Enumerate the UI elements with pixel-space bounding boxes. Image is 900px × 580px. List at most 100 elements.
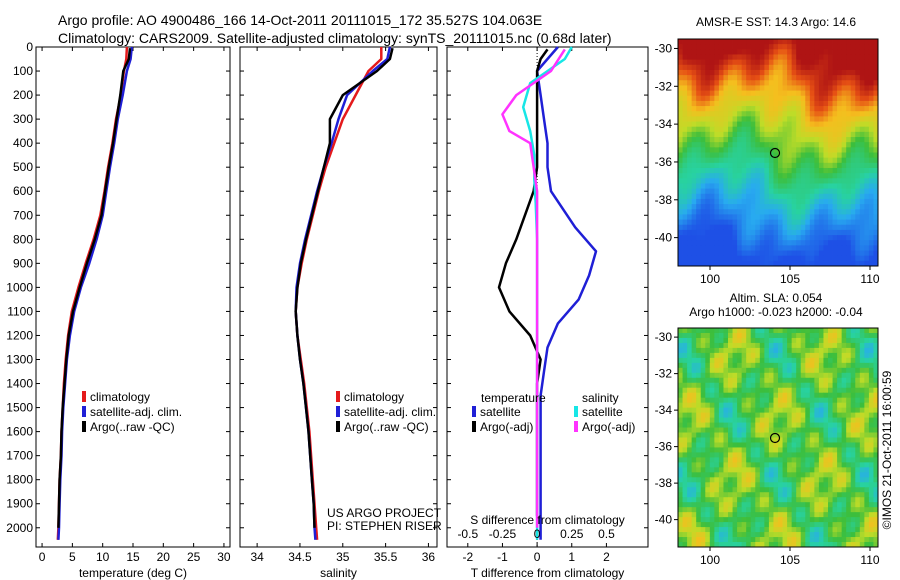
map-cell: [691, 477, 697, 483]
map-cell: [796, 382, 802, 389]
legend-label: satellite: [480, 405, 521, 419]
map-cell: [714, 131, 720, 138]
map-cell: [864, 100, 870, 107]
map-cell: [778, 367, 783, 374]
map-cell: [691, 219, 697, 226]
map-cell: [687, 492, 693, 498]
map-cell: [678, 209, 683, 215]
map-cell: [832, 447, 838, 453]
map-cell: [868, 522, 874, 528]
map-cell: [828, 90, 833, 97]
map-cell: [723, 442, 729, 448]
map-cell: [796, 472, 802, 478]
map-cell: [678, 392, 683, 399]
map-cell: [696, 64, 702, 71]
map-cell: [778, 497, 783, 503]
map-cell: [723, 382, 729, 389]
map-cell: [768, 49, 774, 55]
map-cell: [850, 245, 856, 251]
map-cell: [805, 372, 811, 379]
map-cell: [855, 487, 861, 493]
map-cell: [705, 162, 711, 169]
map-cell: [818, 328, 824, 334]
map-cell: [732, 352, 738, 359]
map-cell: [805, 152, 811, 159]
map-cell: [682, 59, 688, 66]
map-cell: [809, 537, 815, 543]
map-cell: [768, 472, 774, 478]
map-cell: [809, 417, 815, 423]
map-cell: [809, 214, 815, 220]
map-cell: [714, 100, 720, 107]
map-cell: [868, 116, 874, 122]
map-cell: [796, 467, 802, 473]
map-cell: [818, 162, 824, 169]
map-cell: [846, 255, 852, 262]
map-cell: [741, 542, 747, 548]
map-cell: [846, 162, 852, 169]
map-cell: [696, 527, 702, 533]
map-cell: [796, 517, 802, 523]
map-cell: [782, 100, 788, 107]
map-cell: [737, 137, 743, 143]
map-cell: [700, 90, 706, 97]
map-cell: [800, 198, 806, 205]
map-cell: [814, 362, 820, 369]
x-axis-label: salinity: [320, 566, 357, 580]
map-cell: [841, 522, 847, 528]
map-cell: [755, 382, 761, 389]
map-cell: [800, 75, 806, 81]
map-cell: [832, 178, 838, 184]
map-cell: [691, 235, 697, 241]
map-cell: [687, 131, 693, 138]
map-cell: [823, 507, 829, 513]
map-cell: [805, 472, 811, 478]
map-cell: [723, 377, 729, 384]
map-cell: [778, 427, 783, 433]
map-cell: [782, 512, 788, 518]
map-cell: [732, 235, 738, 241]
map-cell: [859, 537, 865, 543]
difference-frame: [446, 46, 649, 548]
map-cell: [741, 106, 747, 112]
map-cell: [796, 90, 802, 97]
map-cell: [746, 214, 752, 220]
x-axis-label: temperature (deg C): [79, 566, 187, 580]
map-cell: [714, 39, 720, 45]
map-cell: [778, 437, 783, 443]
map-cell: [718, 492, 724, 498]
map-cell: [678, 507, 683, 513]
map-cell: [868, 167, 874, 174]
map-cell: [709, 219, 715, 226]
map-cell: [678, 328, 683, 334]
map-cell: [768, 219, 774, 226]
panel-difference: [446, 46, 649, 548]
map-cell: [800, 522, 806, 528]
map-cell: [678, 90, 683, 97]
map-cell: [805, 250, 811, 257]
map-cell: [818, 422, 824, 428]
map-cell: [746, 64, 752, 71]
map-cell: [828, 337, 833, 344]
map-cell: [791, 497, 797, 503]
map-cell: [746, 447, 752, 453]
map-cell: [809, 178, 815, 184]
map-cell: [796, 193, 802, 200]
legend-swatch: [82, 391, 86, 402]
map-cell: [805, 362, 811, 369]
map-cell: [814, 402, 820, 409]
map-cell: [687, 85, 693, 91]
map-cell: [709, 462, 715, 468]
map-cell: [732, 126, 738, 133]
map-cell: [764, 402, 770, 409]
map-cell: [696, 260, 702, 267]
map-cell: [814, 75, 820, 81]
map-cell: [873, 214, 879, 220]
map-cell: [687, 477, 693, 483]
map-cell: [796, 452, 802, 458]
map-cell: [778, 240, 783, 246]
map-cell: [846, 224, 852, 231]
map-cell: [855, 183, 861, 190]
map-cell: [696, 392, 702, 399]
panel-temperature: [35, 46, 231, 548]
